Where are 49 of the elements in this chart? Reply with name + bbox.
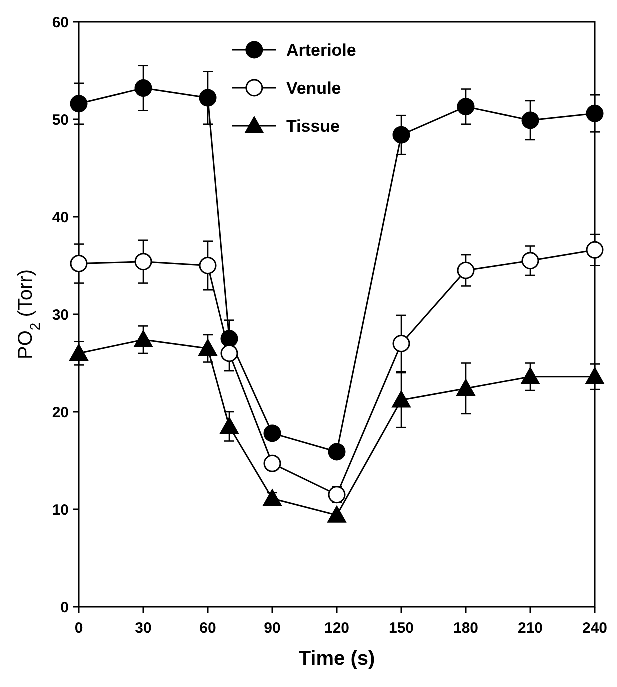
x-axis-title: Time (s) bbox=[298, 648, 376, 670]
legend-label: Venule bbox=[286, 78, 342, 98]
point bbox=[522, 252, 540, 270]
x-tick-label: 30 bbox=[135, 620, 152, 637]
point bbox=[220, 417, 239, 434]
x-tick-label: 0 bbox=[74, 620, 84, 637]
point bbox=[392, 390, 411, 408]
x-tick-label: 180 bbox=[453, 620, 479, 637]
point bbox=[264, 424, 282, 442]
y-tick-label: 0 bbox=[60, 599, 69, 616]
y-tick-label: 20 bbox=[52, 404, 69, 422]
x-tick-label: 210 bbox=[518, 620, 544, 637]
point bbox=[392, 335, 410, 352]
point bbox=[134, 330, 153, 348]
point bbox=[263, 489, 282, 506]
point bbox=[134, 80, 152, 98]
point bbox=[457, 98, 475, 116]
legend-label: Tissue bbox=[286, 116, 340, 136]
point bbox=[457, 262, 475, 280]
point bbox=[264, 454, 282, 472]
point bbox=[198, 339, 218, 356]
point bbox=[586, 104, 604, 122]
y-tick-label: 30 bbox=[52, 306, 69, 324]
point bbox=[70, 344, 88, 361]
point bbox=[328, 443, 346, 461]
point bbox=[134, 253, 152, 271]
point bbox=[522, 112, 540, 130]
point bbox=[70, 95, 88, 113]
y-tick-label: 60 bbox=[52, 14, 69, 32]
point bbox=[586, 367, 604, 384]
point bbox=[70, 255, 88, 273]
point bbox=[220, 344, 238, 362]
point bbox=[586, 241, 604, 259]
point bbox=[392, 126, 410, 144]
point bbox=[199, 257, 217, 274]
x-tick-label: 240 bbox=[582, 620, 608, 637]
y-tick-label: 50 bbox=[52, 112, 69, 129]
y-tick-label: 40 bbox=[52, 209, 69, 226]
point bbox=[328, 486, 346, 504]
legend-label: Arteriole bbox=[286, 40, 356, 60]
x-tick-label: 90 bbox=[264, 620, 281, 637]
y-tick-label: 10 bbox=[52, 502, 69, 519]
point bbox=[521, 367, 540, 384]
x-tick-label: 60 bbox=[200, 620, 216, 637]
point bbox=[456, 379, 476, 396]
x-tick-label: 150 bbox=[388, 620, 414, 637]
point bbox=[328, 506, 346, 523]
point bbox=[199, 89, 217, 107]
x-tick-label: 120 bbox=[324, 620, 350, 637]
